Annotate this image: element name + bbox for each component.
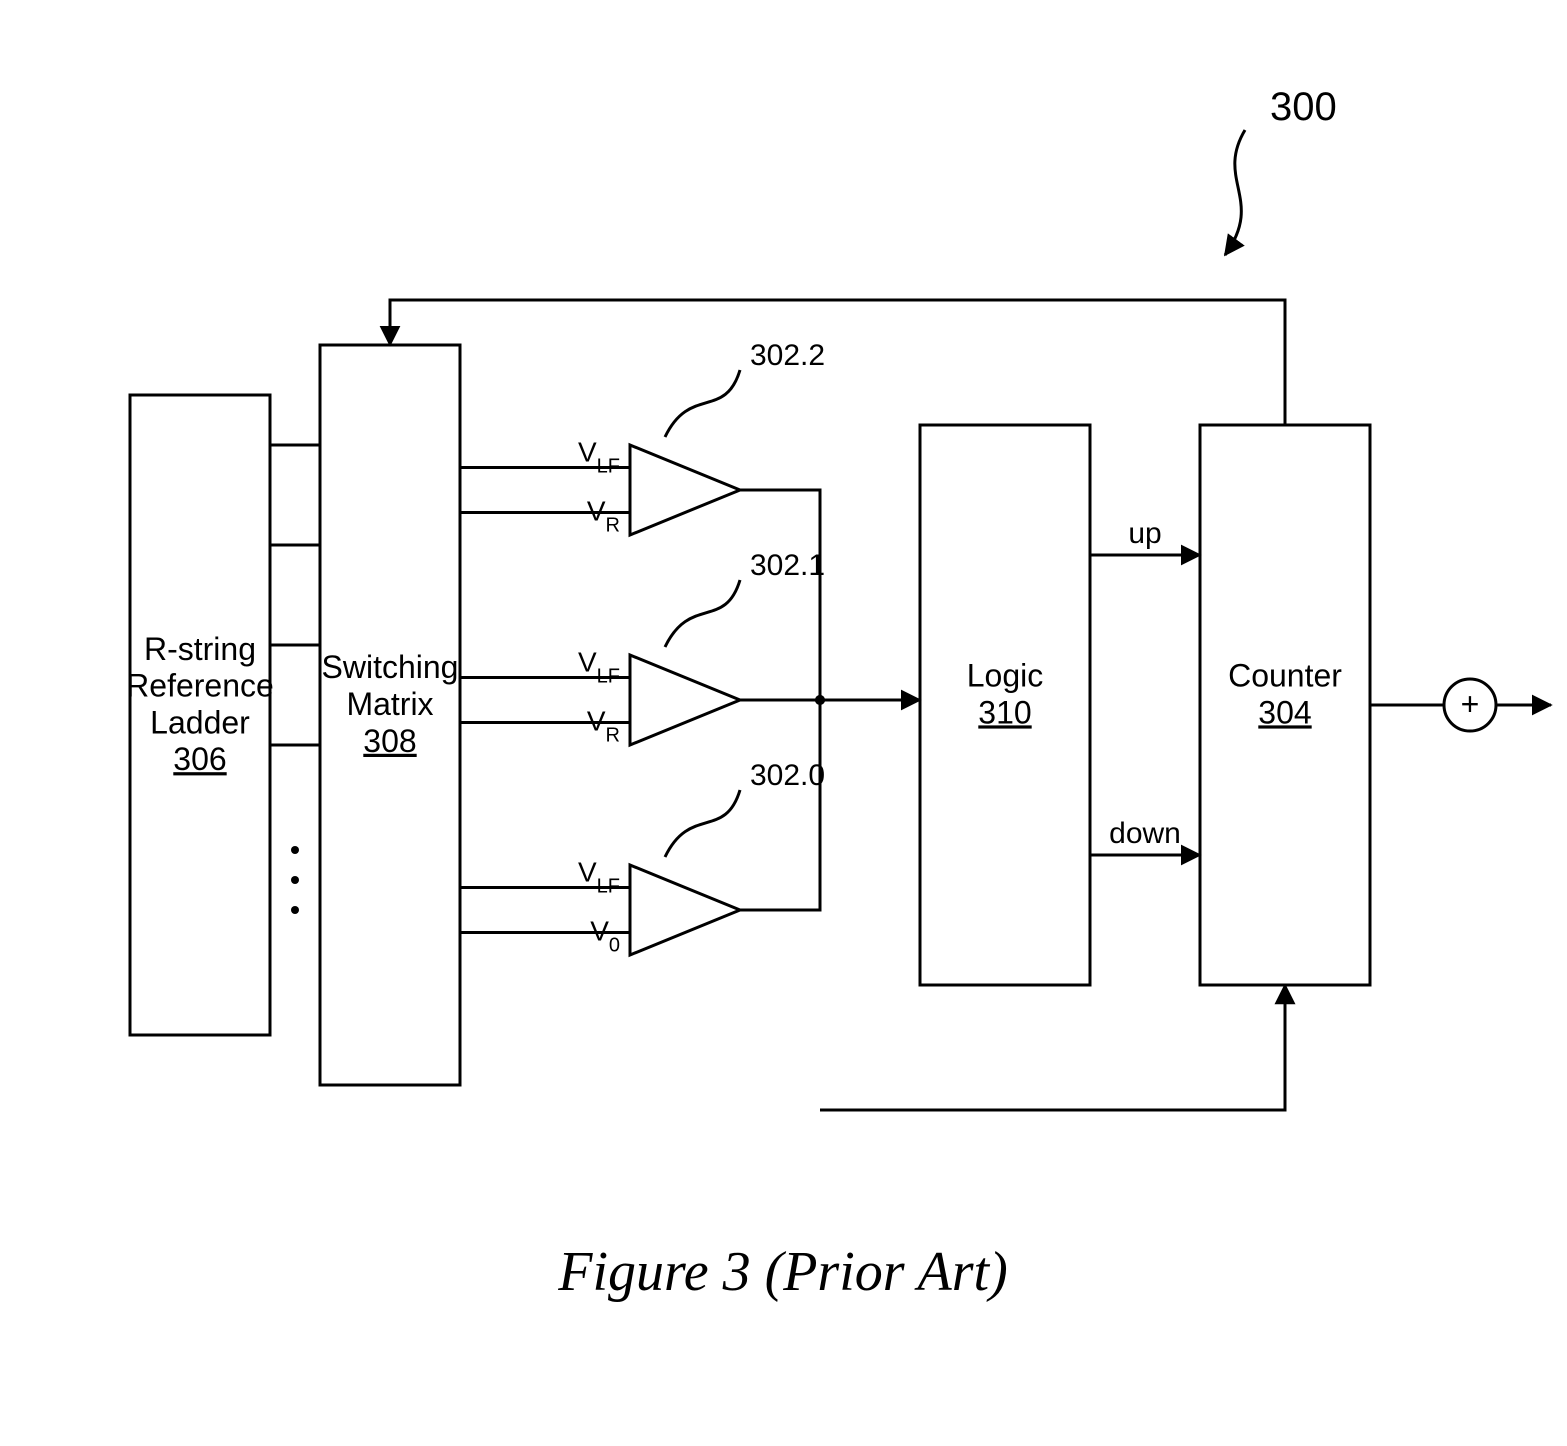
block-ladder-label: R-string xyxy=(144,631,256,667)
feedback-counter-to-matrix xyxy=(390,300,1285,425)
figure-number-pointer xyxy=(1225,130,1245,255)
summing-node-symbol: + xyxy=(1461,686,1480,722)
comparator-302.0 xyxy=(630,865,740,955)
comparator-302.1-pointer xyxy=(665,580,740,647)
block-matrix-label: Switching xyxy=(322,649,459,685)
comparator-302.2-label: 302.2 xyxy=(750,339,825,372)
figure-number-label: 300 xyxy=(1270,85,1337,129)
comp-302.0-in-bot-label: V0 xyxy=(590,916,620,957)
comp-302.2-out xyxy=(740,490,820,700)
figure-caption: Figure 3 (Prior Art) xyxy=(557,1241,1008,1303)
comparator-302.2-pointer xyxy=(665,370,740,437)
ellipsis-dot-1 xyxy=(291,876,299,884)
comparator-302.1 xyxy=(630,655,740,745)
block-logic-ref: 310 xyxy=(978,694,1031,730)
ellipsis-dot-0 xyxy=(291,846,299,854)
comp-302.2-in-top-label: VLF xyxy=(578,437,620,478)
comp-302.0-in-top-label: VLF xyxy=(578,857,620,898)
block-ladder-label: Reference xyxy=(126,668,274,704)
comp-302.0-out xyxy=(740,700,820,910)
block-ladder-label: Ladder xyxy=(150,704,250,740)
signal-down-label: down xyxy=(1109,817,1181,850)
comp-302.1-in-top-label: VLF xyxy=(578,647,620,688)
comparator-302.1-label: 302.1 xyxy=(750,549,825,582)
block-matrix-ref: 308 xyxy=(363,723,416,759)
feedback-bottom-to-counter xyxy=(820,985,1285,1110)
block-logic-label: Logic xyxy=(967,658,1044,694)
comparator-302.2 xyxy=(630,445,740,535)
block-matrix-label: Matrix xyxy=(346,686,433,722)
ellipsis-dot-2 xyxy=(291,906,299,914)
block-counter-ref: 304 xyxy=(1258,694,1311,730)
block-ladder-ref: 306 xyxy=(173,741,226,777)
comp-302.0-out-junction xyxy=(815,695,825,705)
comp-302.1-in-bot-label: VR xyxy=(587,706,620,747)
comparator-302.0-label: 302.0 xyxy=(750,759,825,792)
block-counter-label: Counter xyxy=(1228,658,1342,694)
comparator-302.0-pointer xyxy=(665,790,740,857)
comp-302.2-in-bot-label: VR xyxy=(587,496,620,537)
signal-up-label: up xyxy=(1128,517,1161,550)
